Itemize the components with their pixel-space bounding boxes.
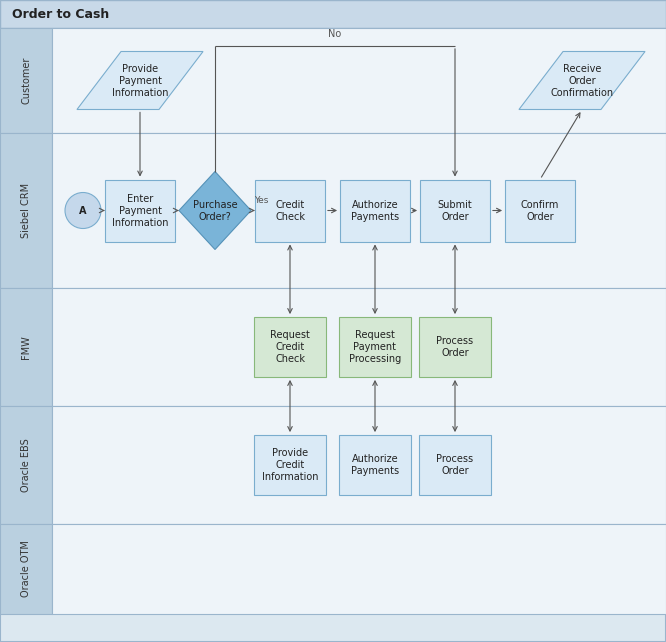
Bar [0,406,52,524]
FancyBboxPatch shape [254,435,326,495]
Text: Authorize
Payments: Authorize Payments [351,454,399,476]
Text: Oracle EBS: Oracle EBS [21,438,31,492]
Text: Order to Cash: Order to Cash [12,8,109,21]
Bar [0,0,666,28]
Bar [52,524,666,614]
Text: FMW: FMW [21,335,31,359]
FancyBboxPatch shape [339,435,411,495]
Bar [0,288,52,406]
Text: Process
Order: Process Order [436,336,474,358]
Text: Siebel CRM: Siebel CRM [21,183,31,238]
FancyBboxPatch shape [254,317,326,377]
Bar [52,28,666,133]
Text: Customer: Customer [21,56,31,104]
Text: Provide
Credit
Information: Provide Credit Information [262,448,318,482]
Text: Submit
Order: Submit Order [438,200,472,221]
Text: Process
Order: Process Order [436,454,474,476]
Circle shape [65,193,101,229]
FancyBboxPatch shape [505,180,575,241]
Text: No: No [328,29,342,39]
FancyBboxPatch shape [420,180,490,241]
Bar [0,28,52,133]
Polygon shape [519,51,645,110]
Polygon shape [179,171,251,250]
Text: Confirm
Order: Confirm Order [521,200,559,221]
Text: Purchase
Order?: Purchase Order? [192,200,237,221]
FancyBboxPatch shape [419,435,491,495]
FancyBboxPatch shape [340,180,410,241]
FancyBboxPatch shape [339,317,411,377]
FancyBboxPatch shape [105,180,175,241]
Text: Request
Payment
Processing: Request Payment Processing [349,330,401,364]
Bar [52,406,666,524]
Text: Provide
Payment
Information: Provide Payment Information [112,64,168,98]
Text: Credit
Check: Credit Check [275,200,305,221]
Text: Enter
Payment
Information: Enter Payment Information [112,193,168,227]
Text: Yes: Yes [254,196,268,205]
Text: Receive
Order
Confirmation: Receive Order Confirmation [550,64,613,98]
Text: Authorize
Payments: Authorize Payments [351,200,399,221]
Bar [0,524,52,614]
Text: Request
Credit
Check: Request Credit Check [270,330,310,364]
Text: A: A [79,205,87,216]
FancyBboxPatch shape [419,317,491,377]
Text: Oracle OTM: Oracle OTM [21,541,31,598]
Bar [52,288,666,406]
FancyBboxPatch shape [255,180,325,241]
Bar [0,133,52,288]
Polygon shape [77,51,203,110]
Bar [52,133,666,288]
